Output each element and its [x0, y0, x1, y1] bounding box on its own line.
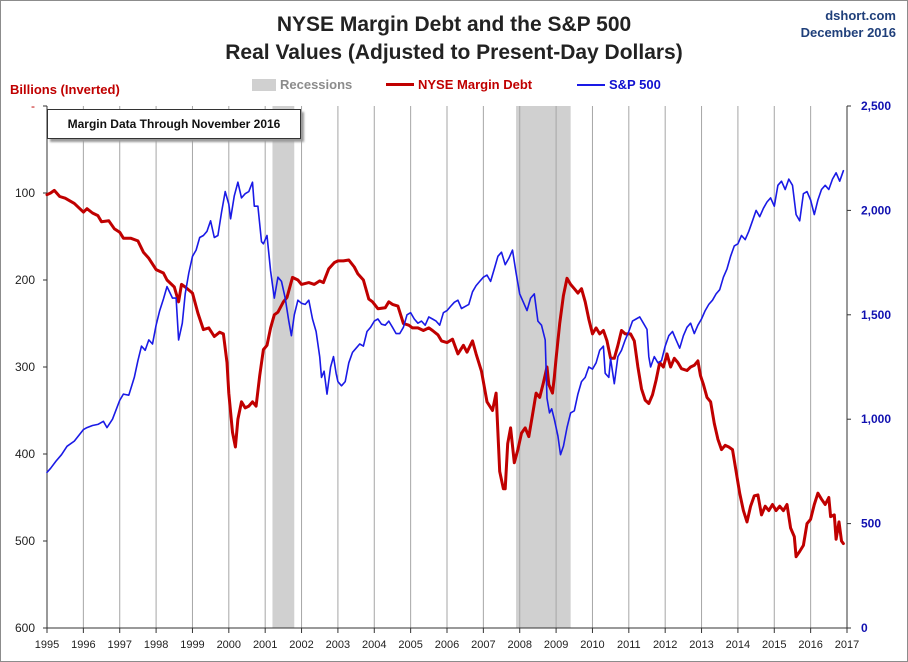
x-tick-label: 2004 [362, 639, 386, 651]
recession-band-2 [516, 106, 571, 628]
source-label: dshort.com [825, 8, 896, 23]
legend-recessions: Recessions [252, 77, 352, 92]
x-tick-label: 2002 [289, 639, 313, 651]
recession-band-1 [272, 106, 295, 628]
x-tick-label: 2000 [217, 639, 241, 651]
left-axis-label: Billions (Inverted) [10, 82, 120, 97]
right-tick-label: 2,500 [861, 99, 891, 113]
x-tick-label: 2012 [653, 639, 677, 651]
right-tick-label: 2,000 [861, 203, 891, 217]
x-tick-label: 1997 [107, 639, 131, 651]
left-tick-label: 300 [15, 360, 35, 374]
x-tick-label: 2017 [835, 639, 859, 651]
legend-label-recessions: Recessions [280, 77, 353, 92]
x-tick-label: 2015 [762, 639, 786, 651]
chart-subtitle: Real Values (Adjusted to Present-Day Dol… [225, 41, 683, 64]
x-tick-label: 1995 [35, 639, 59, 651]
x-tick-label: 2007 [471, 639, 495, 651]
sp500-line [46, 169, 845, 474]
legend-swatch-sp500 [577, 83, 605, 86]
chart-title: NYSE Margin Debt and the S&P 500 [276, 13, 632, 36]
note-box: Margin Data Through November 2016 [47, 109, 301, 139]
x-tick-label: 2010 [580, 639, 604, 651]
legend-label-sp500: S&P 500 [609, 77, 661, 92]
x-tick-label: 2011 [617, 639, 641, 651]
legend-swatch-margin-debt [386, 83, 414, 86]
x-tick-label: 2014 [726, 639, 750, 651]
x-tick-label: 1999 [180, 639, 204, 651]
x-tick-label: 2006 [435, 639, 459, 651]
legend-swatch-recessions [252, 78, 276, 91]
legend-margin-debt: NYSE Margin Debt [386, 77, 532, 92]
date-label: December 2016 [800, 25, 896, 40]
x-tick-label: 2003 [326, 639, 350, 651]
legend-sp500: S&P 500 [577, 77, 661, 92]
x-tick-label: 1996 [71, 639, 95, 651]
left-tick-label: 400 [15, 447, 35, 461]
right-tick-label: 500 [861, 517, 881, 531]
left-tick-label: 100 [15, 186, 35, 200]
left-tick-label: 500 [15, 534, 35, 548]
right-tick-label: 1,000 [861, 412, 891, 426]
left-tick-label: 200 [15, 273, 35, 287]
right-tick-label: 1,500 [861, 308, 891, 322]
x-tick-label: 2013 [689, 639, 713, 651]
right-tick-label: 0 [861, 621, 868, 635]
x-tick-label: 1998 [144, 639, 168, 651]
x-tick-label: 2008 [507, 639, 531, 651]
x-tick-label: 2005 [398, 639, 422, 651]
left-tick-label: 600 [15, 621, 35, 635]
left-tick-label: - [31, 99, 35, 113]
x-tick-label: 2001 [253, 639, 277, 651]
x-tick-label: 2009 [544, 639, 568, 651]
x-tick-label: 2016 [798, 639, 822, 651]
legend-label-margin-debt: NYSE Margin Debt [418, 77, 533, 92]
margin-debt-line [45, 188, 845, 559]
